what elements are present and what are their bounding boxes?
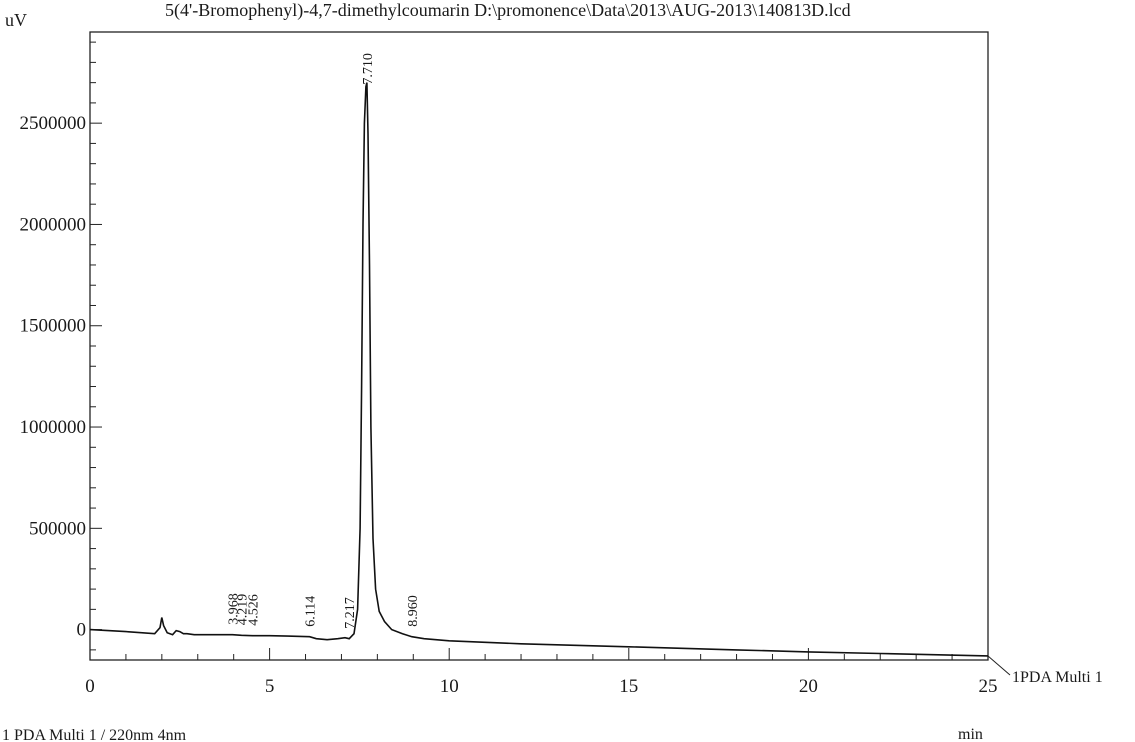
y-tick-label: 1500000 bbox=[20, 316, 87, 337]
y-tick-label: 0 bbox=[77, 620, 87, 641]
peak-label: 4.526 bbox=[247, 594, 262, 626]
peak-label: 8.960 bbox=[406, 595, 421, 627]
x-tick-label: 25 bbox=[979, 676, 998, 697]
x-tick-label: 15 bbox=[619, 676, 638, 697]
x-axis-unit: min bbox=[958, 726, 983, 742]
trace-label-leader bbox=[987, 655, 1011, 676]
chromatogram-trace bbox=[89, 82, 989, 657]
x-tick-label: 20 bbox=[799, 676, 818, 697]
peak-label: 6.114 bbox=[304, 596, 319, 627]
y-tick-label: 500000 bbox=[29, 518, 86, 539]
trace-label: 1PDA Multi 1 bbox=[1012, 669, 1103, 686]
x-tick-label: 5 bbox=[265, 676, 275, 697]
y-axis-unit: uV bbox=[5, 10, 27, 30]
peak-label: 7.710 bbox=[361, 53, 376, 85]
peak-label: 7.217 bbox=[343, 597, 358, 629]
footer-legend: 1 PDA Multi 1 / 220nm 4nm bbox=[2, 727, 187, 742]
y-tick-label: 2000000 bbox=[20, 214, 87, 235]
x-axis-ticks: 0 5 10 15 20 25 bbox=[85, 648, 998, 697]
peak-label: 4.219 bbox=[236, 594, 251, 626]
y-axis-ticks: 0 500000 1000000 1500000 2000000 2500000 bbox=[20, 41, 102, 651]
y-tick-label: 1000000 bbox=[20, 417, 87, 438]
x-tick-label: 0 bbox=[85, 676, 95, 697]
plot-frame bbox=[89, 31, 989, 661]
chart-title: 5(4'-Bromophenyl)-4,7-dimethylcoumarin D… bbox=[165, 0, 851, 21]
plot-border bbox=[89, 31, 989, 661]
peak-label: 3.968 bbox=[227, 593, 242, 625]
x-tick-label: 10 bbox=[440, 676, 459, 697]
y-tick-label: 2500000 bbox=[20, 113, 87, 134]
